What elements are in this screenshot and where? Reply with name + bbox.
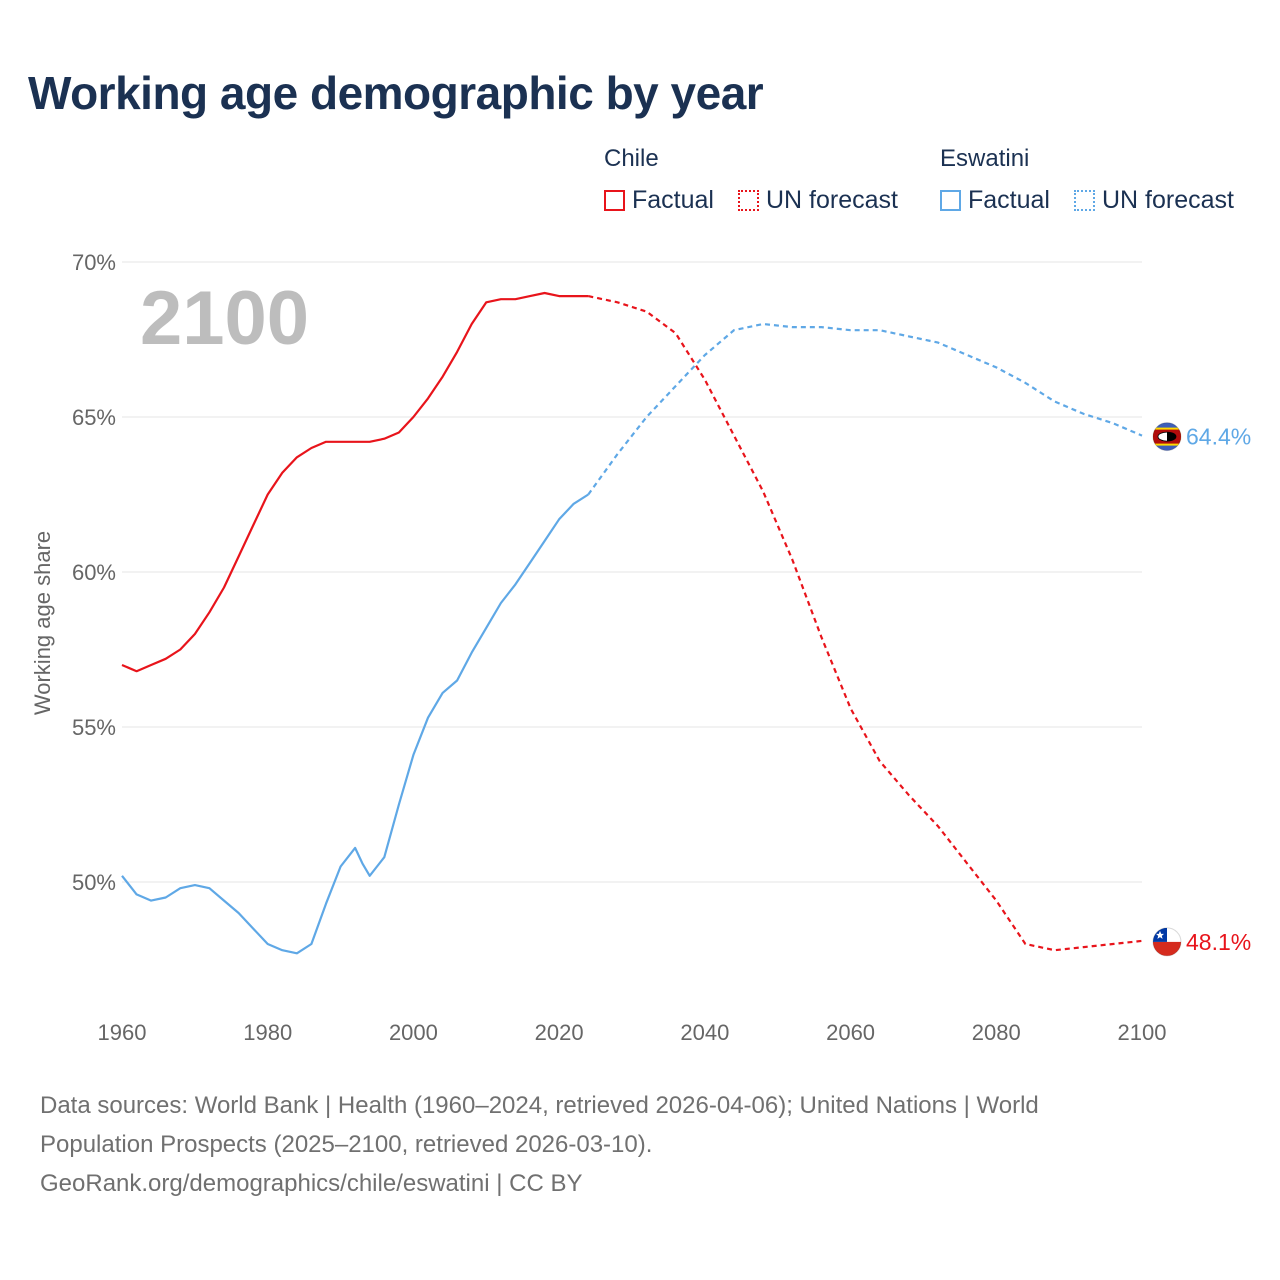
chile-forecast-line[interactable] bbox=[588, 295, 1143, 952]
legend-eswatini-factual-label: Factual bbox=[968, 186, 1050, 214]
end-markers: 48.1% 64.4% bbox=[1152, 422, 1251, 957]
y-tick-label-60: 60% bbox=[72, 560, 116, 585]
eswatini-factual-line[interactable] bbox=[121, 493, 589, 955]
x-tick-label-1960: 1960 bbox=[98, 1020, 147, 1045]
y-tick-label-70: 70% bbox=[72, 250, 116, 275]
footer-attribution[interactable]: GeoRank.org/demographics/chile/eswatini … bbox=[40, 1170, 583, 1197]
footer-sources-line1: Data sources: World Bank | Health (1960–… bbox=[40, 1092, 1039, 1119]
eswatini-forecast-line[interactable] bbox=[587, 322, 1143, 496]
legend-eswatini-forecast-label: UN forecast bbox=[1102, 186, 1234, 214]
current-year-watermark: 2100 bbox=[140, 276, 309, 361]
footer-sources-line2: Population Prospects (2025–2100, retriev… bbox=[40, 1131, 653, 1158]
y-axis-ticks: 50% 55% 60% 65% 70% bbox=[72, 250, 116, 895]
y-tick-label-55: 55% bbox=[72, 715, 116, 740]
x-tick-label-2000: 2000 bbox=[389, 1020, 438, 1045]
legend-chile-forecast-swatch bbox=[738, 190, 759, 211]
legend-chile-factual-swatch bbox=[604, 190, 625, 211]
chart-title: Working age demographic by year bbox=[28, 67, 764, 119]
chile-end-value-label: 48.1% bbox=[1186, 929, 1251, 955]
x-tick-label-2040: 2040 bbox=[680, 1020, 729, 1045]
grid-lines bbox=[122, 261, 1142, 883]
legend-chile-forecast[interactable]: UN forecast bbox=[738, 186, 898, 215]
x-tick-label-1980: 1980 bbox=[243, 1020, 292, 1045]
footer: Data sources: World Bank | Health (1960–… bbox=[40, 1086, 1240, 1203]
line-chart: 2100 50% 55% 60% 65% 70% 1960 1980 2000 2020 204… bbox=[30, 250, 1251, 1045]
y-axis-label: Working age share bbox=[30, 531, 55, 715]
series-group bbox=[121, 291, 1143, 955]
chile-flag-icon bbox=[1152, 927, 1182, 957]
x-tick-label-2060: 2060 bbox=[826, 1020, 875, 1045]
legend-chile-forecast-label: UN forecast bbox=[766, 186, 898, 214]
legend-chile-factual[interactable]: Factual bbox=[604, 186, 714, 215]
x-tick-label-2100: 2100 bbox=[1118, 1020, 1167, 1045]
legend-eswatini-forecast-swatch bbox=[1074, 190, 1095, 211]
eswatini-flag-icon bbox=[1152, 422, 1182, 452]
legend-eswatini-forecast[interactable]: UN forecast bbox=[1074, 186, 1234, 215]
legend-eswatini-factual[interactable]: Factual bbox=[940, 186, 1050, 215]
x-tick-label-2020: 2020 bbox=[535, 1020, 584, 1045]
legend-eswatini-title: Eswatini bbox=[940, 145, 1030, 172]
legend-chile-factual-label: Factual bbox=[632, 186, 714, 214]
chile-factual-line[interactable] bbox=[121, 291, 589, 673]
legend-chile-title: Chile bbox=[604, 145, 659, 172]
y-tick-label-65: 65% bbox=[72, 405, 116, 430]
legend-eswatini-factual-swatch bbox=[940, 190, 961, 211]
x-tick-label-2080: 2080 bbox=[972, 1020, 1021, 1045]
eswatini-end-value-label: 64.4% bbox=[1186, 424, 1251, 450]
x-axis-ticks: 1960 1980 2000 2020 2040 2060 2080 2100 bbox=[98, 1020, 1167, 1045]
y-tick-label-50: 50% bbox=[72, 870, 116, 895]
